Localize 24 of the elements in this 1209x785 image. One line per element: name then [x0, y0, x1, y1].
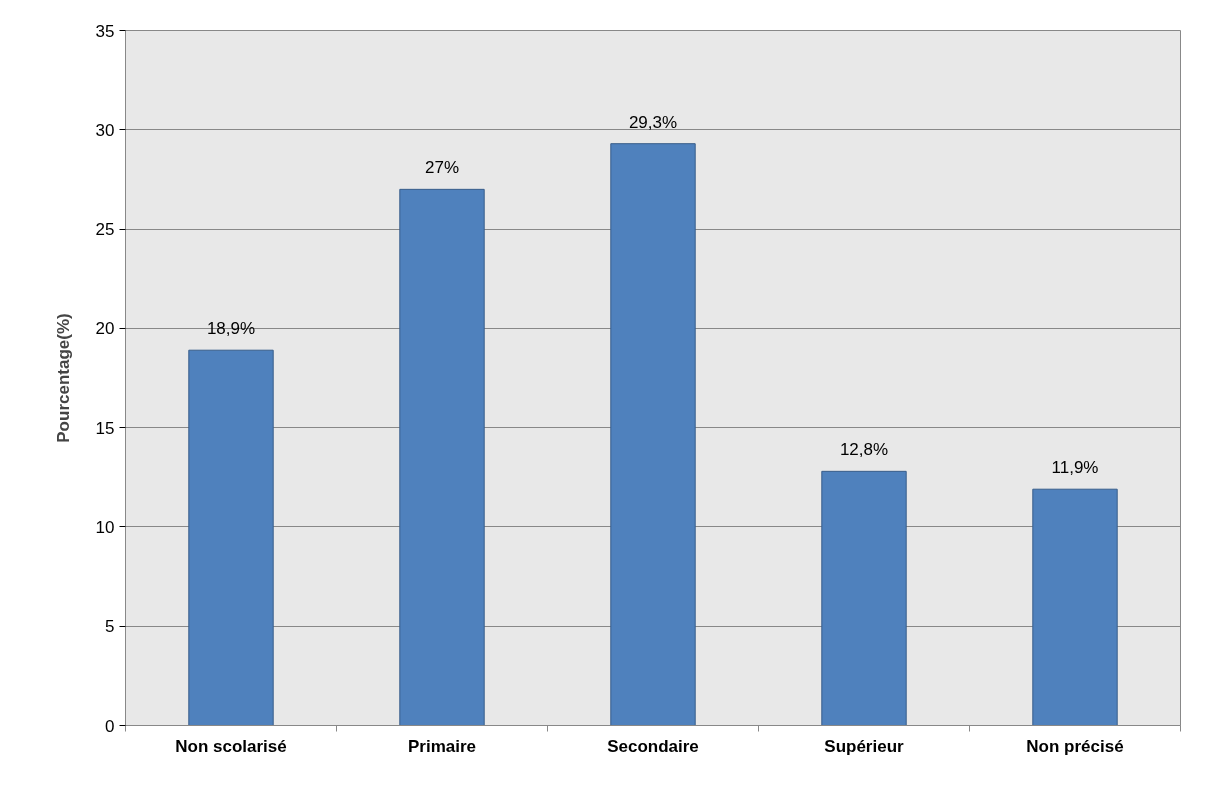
x-tick-label: Supérieur [824, 736, 905, 756]
data-label: 27% [424, 158, 460, 178]
data-label: 11,9% [1051, 458, 1099, 478]
x-tick-label: Non scolarisé [175, 736, 287, 756]
bar [610, 143, 696, 726]
y-tick-label: 0 [105, 716, 115, 736]
y-axis-title: Pourcentage(%) [53, 313, 73, 443]
y-tick-label: 10 [95, 517, 115, 537]
y-tick-label: 30 [95, 120, 115, 140]
bar [399, 188, 485, 726]
x-tick-label: Secondaire [607, 736, 699, 756]
y-tick-label: 35 [95, 21, 115, 41]
data-label: 29,3% [628, 112, 678, 132]
data-label: 18,9% [206, 319, 256, 339]
y-tick-label: 5 [105, 617, 115, 637]
bar [1032, 488, 1118, 726]
y-tick-label: 20 [95, 319, 115, 339]
y-tick-label: 25 [95, 220, 115, 240]
bar [188, 349, 274, 726]
x-tick-label: Non précisé [1026, 736, 1124, 756]
data-label: 12,8% [839, 440, 889, 460]
x-tick-label: Primaire [407, 736, 477, 756]
bar [821, 470, 907, 726]
y-tick-label: 15 [95, 418, 115, 438]
